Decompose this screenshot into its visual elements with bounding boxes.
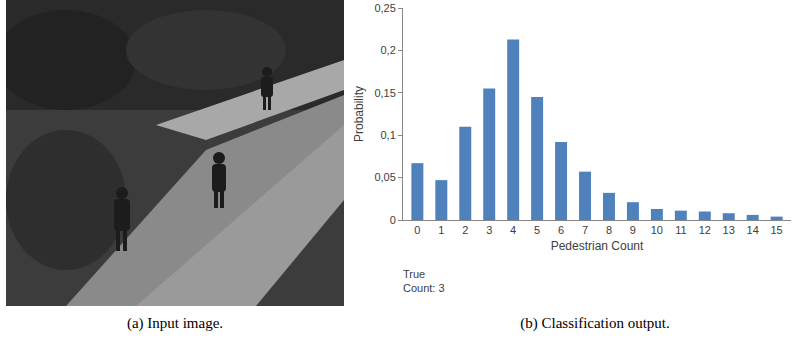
svg-text:3: 3 <box>486 224 492 236</box>
svg-text:4: 4 <box>510 224 516 236</box>
svg-text:8: 8 <box>606 224 612 236</box>
svg-text:13: 13 <box>723 224 735 236</box>
svg-text:10: 10 <box>651 224 663 236</box>
svg-text:Probability: Probability <box>352 86 366 142</box>
html-text:(a) Input image.: (a) Input image. <box>126 315 224 331</box>
svg-text:2: 2 <box>462 224 468 236</box>
svg-text:11: 11 <box>675 224 686 236</box>
svg-text:0,15: 0,15 <box>374 87 395 99</box>
svg-text:14: 14 <box>747 224 759 236</box>
svg-text:0,1: 0,1 <box>381 129 396 141</box>
svg-text:0: 0 <box>390 214 396 226</box>
svg-text:7: 7 <box>582 224 588 236</box>
svg-text:TrueCount: 3: TrueCount: 3 <box>403 268 445 294</box>
svg-text:0,25: 0,25 <box>374 2 395 14</box>
svg-text:0,05: 0,05 <box>374 171 395 183</box>
html-text:(b) Classification output.: (b) Classification output. <box>520 315 670 331</box>
svg-text:15: 15 <box>771 224 783 236</box>
svg-text:9: 9 <box>630 224 636 236</box>
svg-text:Pedestrian Count: Pedestrian Count <box>551 239 644 253</box>
svg-text:12: 12 <box>699 224 711 236</box>
svg-text:0,2: 0,2 <box>381 44 396 56</box>
svg-text:0: 0 <box>414 224 420 236</box>
svg-text:6: 6 <box>558 224 564 236</box>
svg-text:5: 5 <box>534 224 540 236</box>
svg-text:1: 1 <box>438 224 444 236</box>
